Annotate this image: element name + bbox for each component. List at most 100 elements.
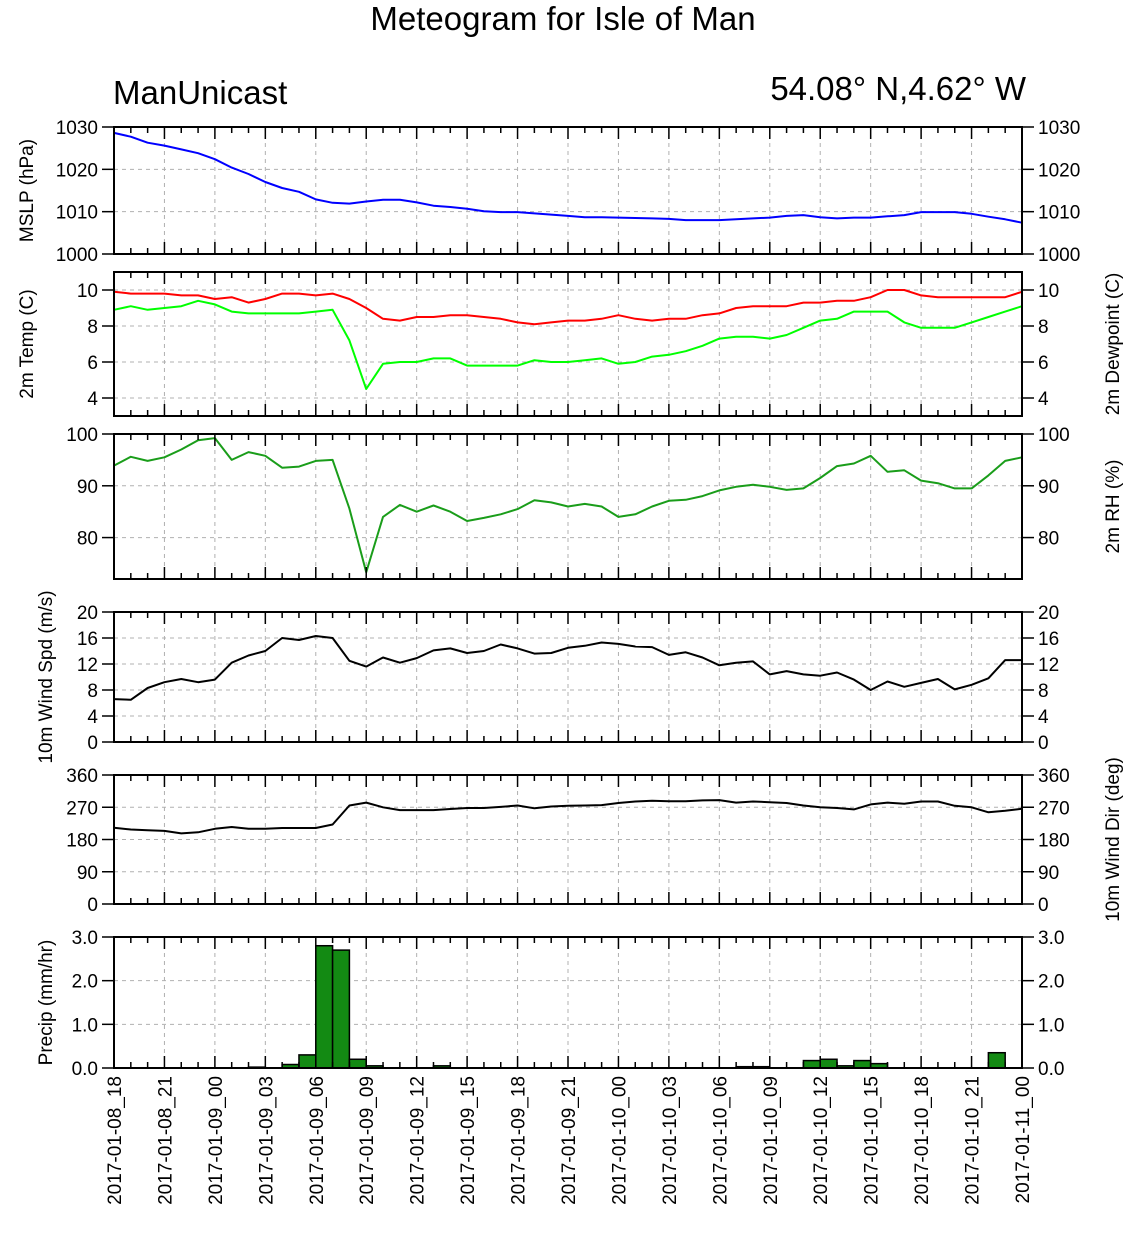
y-tick-label-left: 16 bbox=[77, 629, 98, 650]
y-tick-label-left: 1020 bbox=[56, 160, 98, 181]
y-axis-title-left: 10m Wind Spd (m/s) bbox=[36, 590, 57, 763]
y-tick-label-left: 12 bbox=[77, 655, 98, 676]
x-tick-label: 2017-01-10_21 bbox=[963, 1076, 984, 1205]
wind_dir-line bbox=[113, 799, 1023, 835]
y-tick-label-right: 10 bbox=[1038, 281, 1059, 302]
y-tick-label-left: 6 bbox=[87, 353, 98, 374]
y-tick-label-right: 0.0 bbox=[1038, 1059, 1064, 1080]
y-tick-label-right: 12 bbox=[1038, 655, 1059, 676]
y-tick-label-left: 360 bbox=[66, 766, 98, 787]
precip-bar bbox=[819, 1058, 838, 1069]
panel-0 bbox=[102, 126, 1034, 255]
y-tick-label-left: 90 bbox=[77, 477, 98, 498]
y-tick-label-right: 1010 bbox=[1038, 203, 1080, 224]
panel-2 bbox=[102, 433, 1034, 580]
y-axis-title-left: 2m Temp (C) bbox=[17, 289, 38, 398]
x-tick-label: 2017-01-10_18 bbox=[912, 1076, 933, 1205]
precip-bar bbox=[315, 944, 334, 1069]
y-tick-label-left: 90 bbox=[77, 863, 98, 884]
y-tick-label-left: 1000 bbox=[56, 245, 98, 266]
x-tick-label: 2017-01-10_06 bbox=[710, 1076, 731, 1205]
precip-bar bbox=[348, 1058, 367, 1069]
panel-3 bbox=[102, 611, 1034, 743]
precip-bar bbox=[987, 1051, 1006, 1069]
y-axis-title-left: Precip (mm/hr) bbox=[36, 940, 57, 1066]
y-tick-label-left: 1030 bbox=[56, 118, 98, 139]
y-tick-label-left: 20 bbox=[77, 603, 98, 624]
y-tick-label-right: 270 bbox=[1038, 798, 1070, 819]
y-tick-label-left: 4 bbox=[87, 707, 98, 728]
x-tick-label: 2017-01-10_12 bbox=[811, 1076, 832, 1205]
precip-bar bbox=[298, 1054, 317, 1069]
y-tick-label-right: 0 bbox=[1038, 895, 1049, 916]
page-title: Meteogram for Isle of Man bbox=[370, 0, 756, 37]
x-tick-label: 2017-01-09_15 bbox=[458, 1076, 479, 1205]
y-tick-label-right: 100 bbox=[1038, 425, 1070, 446]
y-tick-label-right: 8 bbox=[1038, 317, 1049, 338]
temp-line bbox=[113, 289, 1023, 326]
y-tick-label-left: 4 bbox=[87, 389, 98, 410]
y-tick-label-right: 6 bbox=[1038, 353, 1049, 374]
panel-5 bbox=[102, 936, 1034, 1069]
y-axis-title-left: MSLP (hPa) bbox=[17, 139, 38, 242]
station-name: ManUnicast bbox=[113, 74, 288, 111]
y-tick-label-left: 80 bbox=[77, 529, 98, 550]
mslp-line bbox=[113, 131, 1023, 224]
y-tick-label-left: 180 bbox=[66, 831, 98, 852]
y-tick-label-left: 3.0 bbox=[72, 928, 98, 949]
x-tick-label: 2017-01-11_00 bbox=[1013, 1076, 1034, 1203]
y-tick-label-left: 10 bbox=[77, 281, 98, 302]
y-tick-label-left: 0 bbox=[87, 733, 98, 754]
y-tick-label-left: 8 bbox=[87, 681, 98, 702]
y-tick-label-right: 4 bbox=[1038, 707, 1049, 728]
y-tick-label-right: 3.0 bbox=[1038, 928, 1064, 949]
y-tick-label-left: 2.0 bbox=[72, 972, 98, 993]
y-tick-label-right: 2.0 bbox=[1038, 972, 1064, 993]
panel-4 bbox=[102, 774, 1034, 905]
x-tick-label: 2017-01-09_18 bbox=[509, 1076, 530, 1205]
x-tick-label: 2017-01-08_18 bbox=[105, 1076, 126, 1205]
y-axis-title-right: 2m Dewpoint (C) bbox=[1103, 273, 1124, 416]
y-axis-title-right: 2m RH (%) bbox=[1103, 460, 1124, 554]
y-tick-label-right: 360 bbox=[1038, 766, 1070, 787]
y-tick-label-right: 20 bbox=[1038, 603, 1059, 624]
x-tick-label: 2017-01-09_00 bbox=[206, 1076, 227, 1205]
y-tick-label-right: 1000 bbox=[1038, 245, 1080, 266]
y-tick-label-right: 90 bbox=[1038, 477, 1059, 498]
precip-bar bbox=[853, 1059, 872, 1069]
x-tick-label: 2017-01-10_03 bbox=[660, 1076, 681, 1205]
precip-bar bbox=[331, 949, 351, 1069]
station-coordinates: 54.08° N,4.62° W bbox=[770, 70, 1026, 107]
x-tick-label: 2017-01-10_09 bbox=[761, 1076, 782, 1205]
x-tick-label: 2017-01-09_03 bbox=[256, 1076, 277, 1205]
x-tick-label: 2017-01-09_06 bbox=[307, 1076, 328, 1205]
y-tick-label-left: 0.0 bbox=[72, 1059, 98, 1080]
y-tick-label-right: 80 bbox=[1038, 529, 1059, 550]
y-tick-label-right: 4 bbox=[1038, 389, 1049, 410]
y-tick-label-right: 180 bbox=[1038, 831, 1070, 852]
x-tick-label: 2017-01-08_21 bbox=[155, 1076, 176, 1205]
x-tick-label: 2017-01-09_09 bbox=[357, 1076, 378, 1205]
y-axis-title-right: 10m Wind Dir (deg) bbox=[1103, 757, 1124, 922]
y-tick-label-right: 1020 bbox=[1038, 160, 1080, 181]
x-tick-label: 2017-01-10_00 bbox=[609, 1076, 630, 1205]
rh-line bbox=[113, 437, 1023, 574]
x-tick-label: 2017-01-10_15 bbox=[862, 1076, 883, 1205]
wind_speed-line bbox=[113, 635, 1022, 701]
x-tick-label: 2017-01-09_12 bbox=[408, 1076, 429, 1205]
y-tick-label-left: 100 bbox=[66, 425, 98, 446]
y-tick-label-left: 1.0 bbox=[72, 1015, 98, 1036]
x-tick-label: 2017-01-09_21 bbox=[559, 1076, 580, 1205]
y-tick-label-right: 0 bbox=[1038, 733, 1049, 754]
y-tick-label-right: 90 bbox=[1038, 863, 1059, 884]
y-tick-label-right: 16 bbox=[1038, 629, 1059, 650]
y-tick-label-right: 8 bbox=[1038, 681, 1049, 702]
y-tick-label-left: 270 bbox=[66, 798, 98, 819]
y-tick-label-left: 0 bbox=[87, 895, 98, 916]
y-tick-label-left: 1010 bbox=[56, 203, 98, 224]
panel-1 bbox=[102, 271, 1034, 417]
y-tick-label-right: 1.0 bbox=[1038, 1015, 1064, 1036]
precip-bar bbox=[802, 1059, 821, 1069]
y-tick-label-left: 8 bbox=[87, 317, 98, 338]
